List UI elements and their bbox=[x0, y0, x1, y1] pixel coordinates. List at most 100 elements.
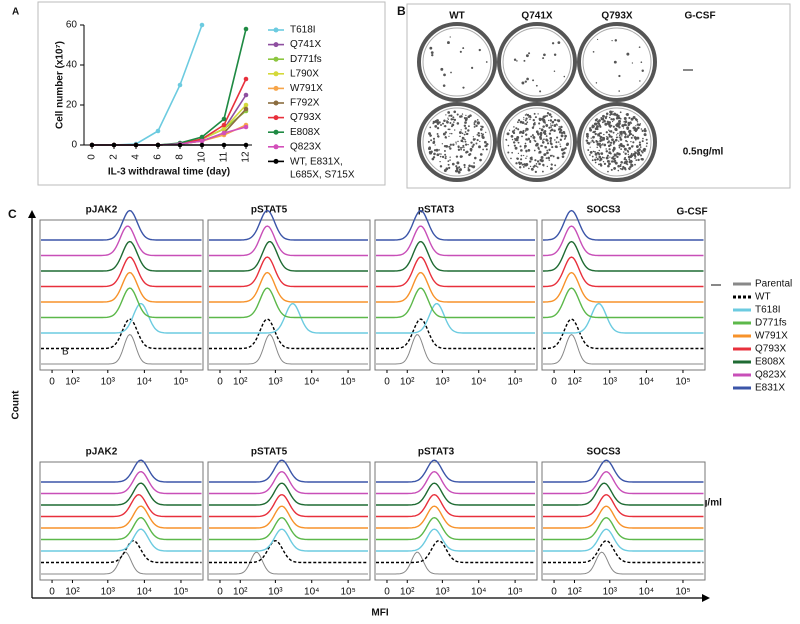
point bbox=[243, 106, 249, 112]
histogram bbox=[543, 470, 704, 495]
header-label: G-CSF bbox=[684, 11, 715, 22]
colony bbox=[640, 61, 643, 64]
colony bbox=[449, 121, 452, 125]
colony bbox=[638, 141, 641, 144]
colony bbox=[589, 154, 591, 156]
histogram bbox=[376, 271, 535, 303]
colony bbox=[564, 134, 567, 138]
legend-label: WT, E831X, L685X, S715X bbox=[290, 156, 355, 180]
x-tick-label: 10² bbox=[65, 587, 80, 598]
colony bbox=[473, 162, 475, 164]
x-tick-label: 0 bbox=[217, 587, 223, 598]
colony bbox=[455, 143, 457, 145]
colony bbox=[526, 155, 528, 157]
colony bbox=[427, 140, 430, 143]
colony bbox=[466, 132, 469, 135]
histogram bbox=[41, 459, 202, 483]
colony bbox=[529, 141, 532, 144]
colony bbox=[597, 135, 599, 137]
colony bbox=[457, 148, 461, 151]
colony bbox=[515, 127, 518, 129]
colony bbox=[478, 145, 481, 149]
colony bbox=[546, 139, 549, 142]
colony bbox=[463, 133, 466, 136]
colony bbox=[448, 166, 451, 169]
colony bbox=[532, 118, 535, 122]
colony bbox=[635, 138, 637, 140]
histogram bbox=[543, 516, 704, 541]
colony bbox=[462, 86, 465, 89]
histogram bbox=[376, 551, 535, 575]
colony bbox=[524, 144, 527, 148]
point bbox=[199, 142, 205, 148]
colony bbox=[536, 160, 540, 163]
colony bbox=[600, 152, 603, 155]
colony bbox=[599, 144, 602, 148]
colony bbox=[525, 157, 527, 160]
colony bbox=[518, 166, 522, 169]
colony bbox=[545, 157, 548, 160]
colony bbox=[633, 126, 636, 130]
colony bbox=[458, 166, 461, 169]
colony bbox=[544, 122, 547, 124]
colony bbox=[485, 148, 488, 151]
x-tick-label: 11 bbox=[219, 151, 230, 162]
colony bbox=[558, 130, 562, 134]
colony bbox=[431, 54, 434, 57]
colony bbox=[626, 135, 630, 139]
histogram bbox=[209, 551, 368, 575]
colony bbox=[635, 125, 637, 127]
colony bbox=[627, 153, 630, 156]
colony bbox=[546, 165, 549, 168]
colony bbox=[592, 141, 595, 144]
colony bbox=[602, 136, 606, 140]
point bbox=[199, 134, 205, 140]
colony bbox=[552, 120, 555, 123]
colony bbox=[557, 141, 560, 143]
histogram bbox=[41, 225, 202, 257]
colony bbox=[566, 142, 569, 146]
colony bbox=[632, 141, 635, 144]
colony bbox=[644, 133, 647, 136]
colony bbox=[621, 124, 625, 128]
colony bbox=[632, 116, 636, 120]
colony bbox=[447, 117, 449, 119]
colony bbox=[621, 135, 623, 137]
colony bbox=[618, 119, 621, 123]
histogram bbox=[41, 303, 202, 334]
colony bbox=[617, 169, 620, 172]
colony bbox=[464, 121, 467, 124]
colony bbox=[540, 117, 544, 121]
colony bbox=[550, 123, 552, 125]
colony bbox=[638, 143, 642, 147]
colony bbox=[592, 150, 595, 153]
legend-marker bbox=[273, 85, 279, 91]
colony bbox=[530, 135, 533, 138]
panel-title: pSTAT3 bbox=[418, 205, 455, 216]
colony bbox=[606, 115, 608, 117]
colony bbox=[612, 142, 615, 145]
colony bbox=[645, 138, 648, 141]
colony bbox=[627, 134, 629, 136]
colony bbox=[444, 153, 447, 156]
colony bbox=[555, 123, 558, 125]
colony bbox=[456, 161, 460, 165]
histogram bbox=[543, 493, 704, 518]
colony bbox=[611, 156, 614, 160]
colony bbox=[550, 115, 553, 118]
colony bbox=[594, 122, 598, 126]
colony bbox=[612, 110, 614, 113]
colony bbox=[617, 114, 620, 117]
colony bbox=[558, 126, 560, 128]
x-tick-label: 10⁴ bbox=[639, 587, 654, 598]
colony bbox=[521, 131, 525, 135]
colony bbox=[430, 150, 433, 154]
histogram bbox=[376, 470, 535, 495]
point bbox=[133, 142, 139, 148]
colony bbox=[619, 168, 622, 170]
colony bbox=[622, 145, 626, 148]
colony bbox=[462, 146, 464, 149]
legend-label: Q823X bbox=[290, 141, 321, 152]
panel-b-frame bbox=[406, 3, 791, 189]
plate-rim bbox=[422, 107, 492, 177]
